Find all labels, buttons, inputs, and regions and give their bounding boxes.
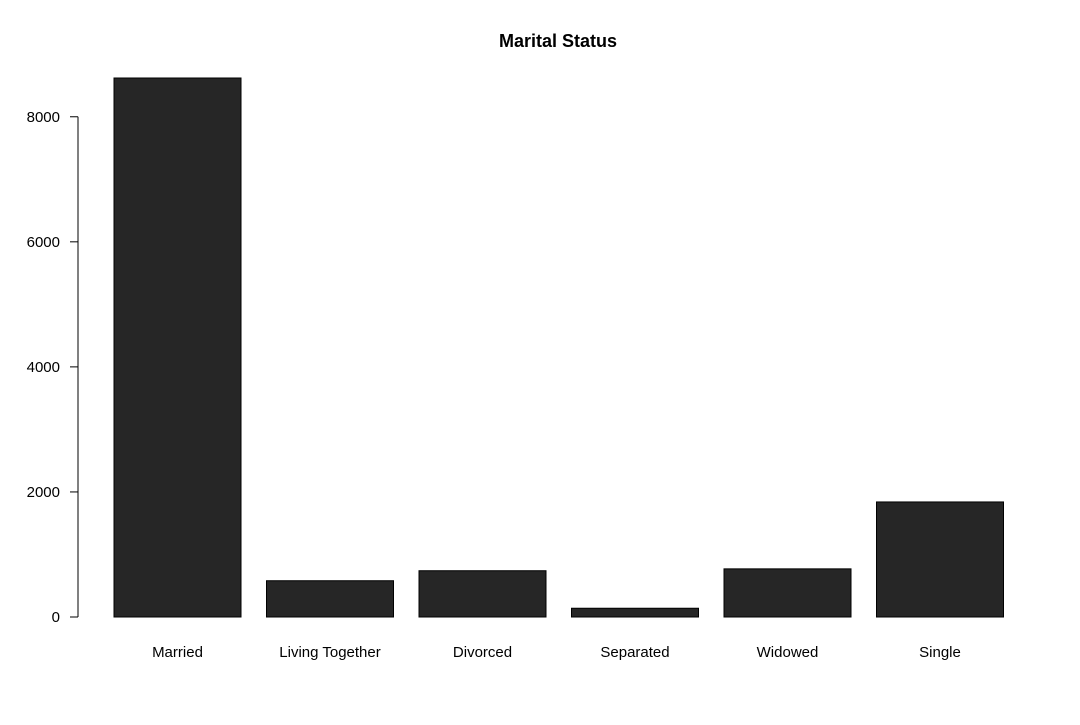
y-tick-label: 0: [52, 609, 60, 626]
bar-divorced: [418, 570, 547, 618]
bar-widowed: [723, 568, 852, 618]
bar-single: [876, 501, 1004, 618]
y-tick-label: 2000: [27, 484, 60, 501]
y-tick-label: 8000: [27, 109, 60, 126]
x-axis-labels: Married Living Together Divorced Separated W…: [152, 644, 961, 661]
x-category-label: Divorced: [453, 644, 512, 661]
x-category-label: Living Together: [279, 644, 380, 661]
bars-group: [113, 77, 1004, 618]
chart-title: Marital Status: [499, 31, 617, 51]
x-category-label: Widowed: [757, 644, 819, 661]
x-category-label: Separated: [600, 644, 669, 661]
y-tick-label: 6000: [27, 234, 60, 251]
bar-separated: [571, 607, 699, 618]
x-category-label: Single: [919, 644, 961, 661]
bar-married: [113, 77, 242, 618]
x-category-label: Married: [152, 644, 203, 661]
bar-living-together: [266, 580, 394, 618]
y-axis: 0 2000 4000 6000 8000: [27, 109, 79, 626]
y-tick-label: 4000: [27, 359, 60, 376]
